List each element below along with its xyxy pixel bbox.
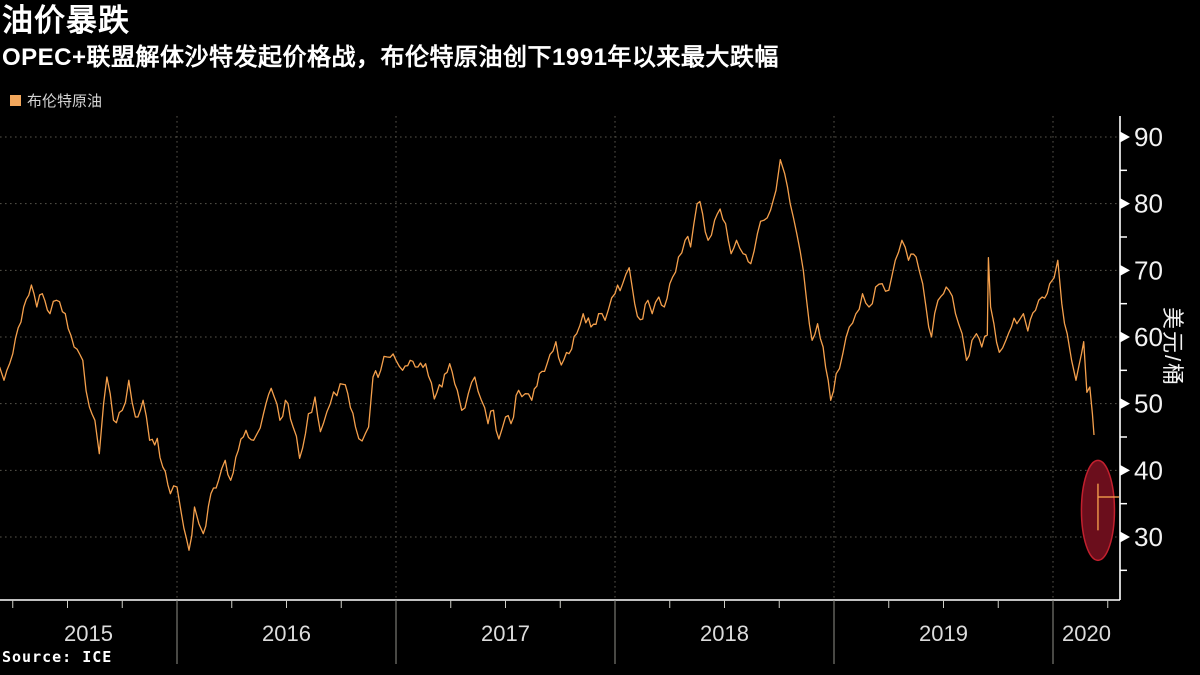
y-tick-arrow-icon bbox=[1120, 198, 1130, 210]
brent-price-line bbox=[0, 159, 1095, 551]
y-tick-label: 60 bbox=[1134, 322, 1163, 352]
legend-label: 布伦特原油 bbox=[27, 93, 103, 110]
x-tick-label: 2018 bbox=[700, 621, 749, 646]
y-tick-label: 70 bbox=[1134, 255, 1163, 285]
x-tick-label: 2015 bbox=[64, 621, 113, 646]
x-tick-label: 2016 bbox=[262, 621, 311, 646]
x-tick-label: 2020 bbox=[1062, 621, 1111, 646]
y-tick-arrow-icon bbox=[1120, 264, 1130, 276]
y-tick-label: 30 bbox=[1134, 522, 1163, 552]
source-attribution: Source: ICE bbox=[2, 648, 113, 666]
y-tick-arrow-icon bbox=[1120, 331, 1130, 343]
x-tick-label: 2017 bbox=[481, 621, 530, 646]
y-tick-label: 50 bbox=[1134, 389, 1163, 419]
y-tick-arrow-icon bbox=[1120, 398, 1130, 410]
chart-subtitle: OPEC+联盟解体沙特发起价格战，布伦特原油创下1991年以来最大跌幅 bbox=[2, 44, 779, 71]
y-tick-arrow-icon bbox=[1120, 464, 1130, 476]
y-axis-unit-label: 美元/桶 bbox=[1160, 306, 1186, 388]
page-title: 油价暴跌 bbox=[2, 3, 130, 38]
y-tick-label: 80 bbox=[1134, 189, 1163, 219]
y-tick-label: 90 bbox=[1134, 122, 1163, 152]
legend: 布伦特原油 bbox=[10, 90, 102, 111]
y-tick-arrow-icon bbox=[1120, 531, 1130, 543]
y-tick-arrow-icon bbox=[1120, 131, 1130, 143]
x-tick-label: 2019 bbox=[919, 621, 968, 646]
legend-swatch-icon bbox=[10, 95, 21, 106]
y-tick-label: 40 bbox=[1134, 455, 1163, 485]
